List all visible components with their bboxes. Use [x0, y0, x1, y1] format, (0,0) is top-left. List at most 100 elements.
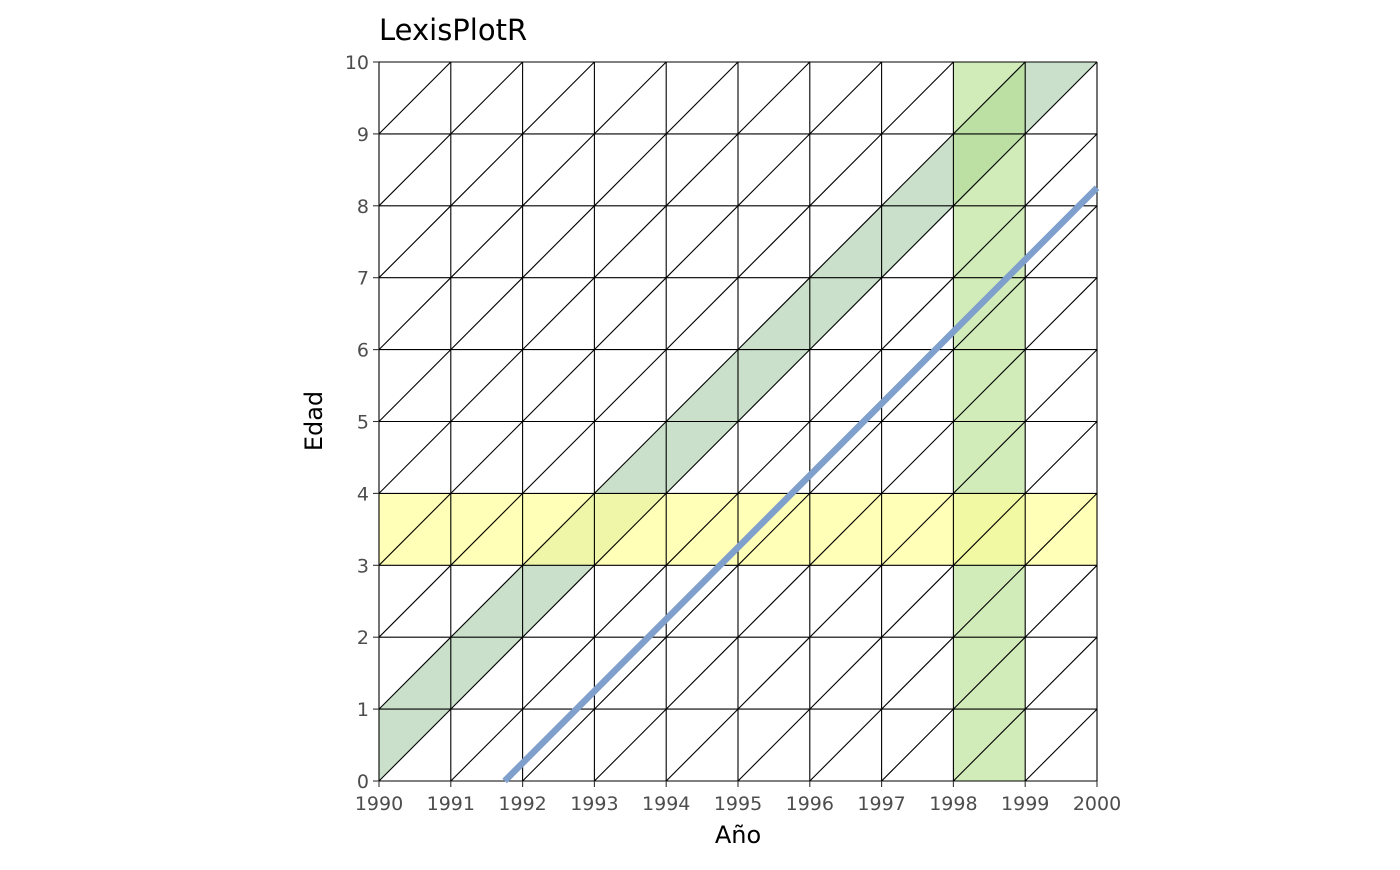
lexis-diagonal	[737, 708, 811, 782]
lexis-diagonal	[450, 493, 523, 566]
axes-layer: 1990 1991 1992 1993 1994 1995 1996 1997 1998 1999…	[345, 52, 1121, 815]
y-tick-label: 3	[357, 555, 369, 577]
lexis-diagonal	[1024, 277, 1098, 350]
y-tick-label: 0	[357, 771, 369, 793]
lexis-diagonal	[450, 421, 523, 494]
lexis-diagonal	[522, 61, 595, 135]
y-tick-label: 5	[357, 412, 369, 434]
lexis-diagonal	[665, 493, 739, 566]
lifeline	[502, 185, 1100, 784]
lexis-diagonal	[881, 564, 954, 638]
y-tick-label: 10	[345, 52, 369, 74]
lexis-diagonal	[522, 636, 595, 710]
lexis-diagonal	[953, 133, 1026, 207]
lexis-diagonal	[594, 133, 667, 207]
lexis-diagonal	[881, 493, 954, 566]
lexis-diagonal	[881, 708, 954, 782]
lexis-diagonal	[1024, 421, 1098, 494]
lexis-diagonal	[881, 205, 954, 279]
lexis-diagonal	[665, 708, 739, 782]
lexis-diagonal	[450, 277, 523, 350]
lexis-diagonal	[450, 708, 523, 782]
lexis-diagonal	[737, 564, 811, 638]
lexis-diagonal	[1024, 61, 1098, 135]
lexis-diagonal	[522, 205, 595, 279]
lexis-diagonal	[594, 636, 667, 710]
lexis-diagonal	[1024, 205, 1098, 279]
lexis-diagonal	[665, 133, 739, 207]
lexis-diagonal	[953, 493, 1026, 566]
lexis-diagonal	[522, 564, 595, 638]
lexis-diagonal	[594, 708, 667, 782]
lexis-diagonal	[665, 636, 739, 710]
lexis-diagonal	[737, 349, 811, 422]
lexis-diagonal	[665, 277, 739, 350]
lexis-diagonal	[522, 421, 595, 494]
lexis-diagonal	[881, 349, 954, 422]
lexis-diagonal	[450, 61, 523, 135]
lexis-diagonal	[953, 205, 1026, 279]
lexis-diagonal	[594, 205, 667, 279]
lexis-diagonal	[953, 421, 1026, 494]
lexis-diagonal	[522, 493, 595, 566]
lifeline-layer	[502, 185, 1100, 784]
lexis-diagonal	[378, 421, 452, 494]
x-tick-label: 1990	[355, 793, 403, 815]
lexis-grid	[378, 61, 1098, 782]
lexis-diagonal	[450, 564, 523, 638]
lexis-diagonal	[522, 708, 595, 782]
lexis-diagonal	[809, 277, 882, 350]
chart-title: LexisPlotR	[379, 13, 527, 47]
lexis-diagonal	[594, 493, 667, 566]
lexis-diagonal	[881, 61, 954, 135]
lexis-diagonal	[378, 493, 452, 566]
lexis-diagonal	[378, 564, 452, 638]
lexis-diagonal	[809, 133, 882, 207]
x-tick-label: 1991	[427, 793, 475, 815]
lexis-diagonal	[522, 133, 595, 207]
x-tick-label: 1997	[857, 793, 905, 815]
lexis-diagonal	[450, 636, 523, 710]
lexis-diagonal	[737, 421, 811, 494]
y-axis-title: Edad	[300, 391, 328, 451]
y-tick-label: 1	[357, 699, 369, 721]
x-tick-label: 1992	[498, 793, 546, 815]
lexis-diagonal	[809, 708, 882, 782]
x-tick-label: 1999	[1001, 793, 1049, 815]
lexis-diagonal	[450, 205, 523, 279]
lexis-diagonal	[737, 205, 811, 279]
lexis-diagonal	[1024, 636, 1098, 710]
lexis-diagonal	[665, 205, 739, 279]
x-tick-label: 1994	[642, 793, 690, 815]
lexis-diagonal	[809, 349, 882, 422]
lexis-diagonal	[594, 277, 667, 350]
y-tick-label: 7	[357, 268, 369, 290]
lexis-diagonal	[594, 564, 667, 638]
lexis-diagonal	[594, 61, 667, 135]
lexis-diagonal	[737, 133, 811, 207]
lexis-diagonal	[809, 636, 882, 710]
lexis-diagonal	[594, 421, 667, 494]
lexis-diagonal	[450, 133, 523, 207]
lexis-diagonal	[953, 349, 1026, 422]
lexis-diagonal	[737, 277, 811, 350]
x-tick-label: 1996	[786, 793, 834, 815]
lexis-diagonal	[953, 636, 1026, 710]
lexis-diagonal	[809, 61, 882, 135]
lexis-diagonal	[737, 636, 811, 710]
lexis-diagonal	[378, 708, 452, 782]
lexis-diagonal	[953, 564, 1026, 638]
x-tick-label: 2000	[1073, 793, 1121, 815]
x-axis-title: Año	[715, 821, 761, 849]
lexis-diagonal	[881, 421, 954, 494]
lexis-diagonal	[809, 205, 882, 279]
lexis-diagonal	[665, 421, 739, 494]
lexis-diagonal	[1024, 349, 1098, 422]
lexis-diagonal	[594, 349, 667, 422]
lexis-diagonal	[1024, 493, 1098, 566]
y-tick-label: 9	[357, 124, 369, 146]
y-tick-label: 8	[357, 196, 369, 218]
lexis-diagonal	[737, 61, 811, 135]
